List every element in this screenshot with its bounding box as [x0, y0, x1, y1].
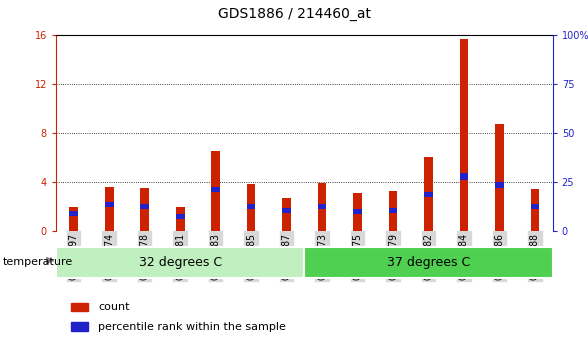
Bar: [460, 39, 469, 231]
Text: 32 degrees C: 32 degrees C: [139, 256, 222, 269]
Bar: [56, 247, 304, 278]
Text: percentile rank within the sample: percentile rank within the sample: [98, 322, 286, 332]
Bar: [176, 214, 185, 219]
Bar: [424, 192, 433, 197]
Text: 37 degrees C: 37 degrees C: [387, 256, 470, 269]
Bar: [424, 157, 433, 231]
Bar: [318, 183, 326, 231]
Bar: [69, 207, 78, 231]
Bar: [211, 151, 220, 231]
Bar: [69, 211, 78, 216]
Text: GDS1886 / 214460_at: GDS1886 / 214460_at: [218, 7, 370, 21]
Bar: [282, 198, 291, 231]
Bar: [530, 189, 539, 231]
Bar: [211, 187, 220, 192]
Bar: [389, 190, 397, 231]
Bar: [530, 204, 539, 209]
Bar: [460, 174, 469, 179]
Bar: [353, 193, 362, 231]
Bar: [304, 247, 553, 278]
Bar: [71, 322, 88, 331]
Bar: [105, 187, 113, 231]
Bar: [140, 188, 149, 231]
Bar: [105, 201, 113, 207]
Bar: [495, 182, 504, 188]
Bar: [246, 204, 256, 209]
Bar: [176, 207, 185, 231]
Bar: [389, 208, 397, 213]
Bar: [318, 204, 326, 209]
Bar: [140, 204, 149, 209]
Text: temperature: temperature: [3, 257, 73, 267]
Text: count: count: [98, 302, 129, 312]
Bar: [495, 124, 504, 231]
Bar: [282, 208, 291, 213]
Bar: [71, 303, 88, 311]
Bar: [353, 209, 362, 214]
Bar: [246, 185, 256, 231]
